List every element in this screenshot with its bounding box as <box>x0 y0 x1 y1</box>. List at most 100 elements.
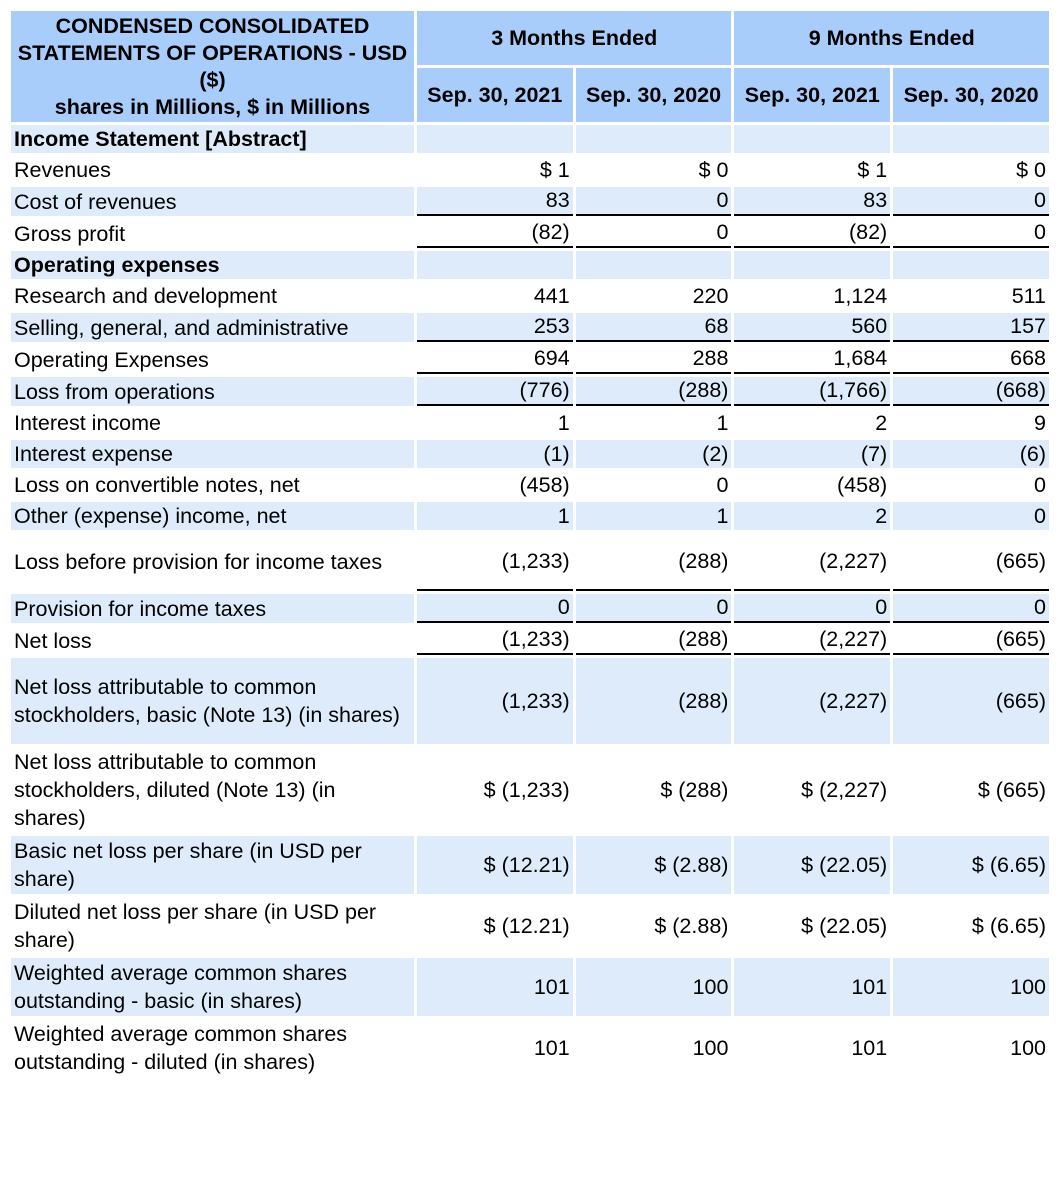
cell-value: 2 <box>734 502 891 530</box>
cell-value: 668 <box>893 345 1049 374</box>
statement-table: CONDENSED CONSOLIDATED STATEMENTS OF OPE… <box>8 8 1052 1080</box>
table-row: Net loss attributable to common stockhol… <box>11 747 1049 833</box>
table-row: Gross profit (82) 0 (82) 0 <box>11 219 1049 248</box>
cell-value: 83 <box>734 187 891 216</box>
row-label: Income Statement [Abstract] <box>11 125 414 153</box>
cell-value: $ 1 <box>416 156 573 184</box>
row-label: Research and development <box>11 282 414 310</box>
cell-value <box>734 251 891 279</box>
cell-value: $ (288) <box>575 747 732 833</box>
period-header: Sep. 30, 2020 <box>893 68 1049 122</box>
cell-value: 0 <box>575 187 732 216</box>
group-header-3-months: 3 Months Ended <box>416 11 732 65</box>
row-label: Interest expense <box>11 440 414 468</box>
cell-value: 100 <box>893 958 1049 1016</box>
row-label: Operating Expenses <box>11 345 414 374</box>
cell-value: 100 <box>893 1019 1049 1077</box>
cell-value: (458) <box>416 471 573 499</box>
cell-value: 560 <box>734 313 891 342</box>
cell-value: (2,227) <box>734 533 891 591</box>
row-label: Net loss attributable to common stockhol… <box>11 658 414 744</box>
table-units: shares in Millions, $ in Millions <box>54 94 371 119</box>
cell-value: (1,233) <box>416 626 573 655</box>
cell-value <box>416 251 573 279</box>
row-label: Loss from operations <box>11 377 414 406</box>
cell-value: 0 <box>734 594 891 623</box>
row-label: Provision for income taxes <box>11 594 414 623</box>
cell-value: 220 <box>575 282 732 310</box>
table-row: Loss from operations (776) (288) (1,766)… <box>11 377 1049 406</box>
period-header: Sep. 30, 2021 <box>416 68 573 122</box>
cell-value: (2,227) <box>734 626 891 655</box>
row-label: Selling, general, and administrative <box>11 313 414 342</box>
cell-value: $ (12.21) <box>416 897 573 955</box>
cell-value: (1,766) <box>734 377 891 406</box>
table-title: CONDENSED CONSOLIDATED STATEMENTS OF OPE… <box>17 13 408 92</box>
cell-value: 9 <box>893 409 1049 437</box>
cell-value: $ (2.88) <box>575 897 732 955</box>
period-header: Sep. 30, 2020 <box>575 68 732 122</box>
cell-value: $ (2,227) <box>734 747 891 833</box>
table-row: Operating expenses <box>11 251 1049 279</box>
cell-value: 1 <box>416 409 573 437</box>
table-row: Diluted net loss per share (in USD per s… <box>11 897 1049 955</box>
cell-value: (1,233) <box>416 658 573 744</box>
cell-value: 441 <box>416 282 573 310</box>
row-label: Gross profit <box>11 219 414 248</box>
cell-value: $ 1 <box>734 156 891 184</box>
cell-value: 1,124 <box>734 282 891 310</box>
cell-value: 511 <box>893 282 1049 310</box>
row-label: Net loss attributable to common stockhol… <box>11 747 414 833</box>
cell-value: 1,684 <box>734 345 891 374</box>
cell-value: 100 <box>575 1019 732 1077</box>
cell-value: 101 <box>734 1019 891 1077</box>
cell-value: (665) <box>893 533 1049 591</box>
cell-value: 68 <box>575 313 732 342</box>
cell-value: (82) <box>734 219 891 248</box>
cell-value: (1,233) <box>416 533 573 591</box>
cell-value: (288) <box>575 377 732 406</box>
table-row: Selling, general, and administrative 253… <box>11 313 1049 342</box>
table-title-cell: CONDENSED CONSOLIDATED STATEMENTS OF OPE… <box>11 11 414 122</box>
cell-value: 0 <box>893 219 1049 248</box>
table-row: Loss on convertible notes, net (458) 0 (… <box>11 471 1049 499</box>
cell-value <box>893 125 1049 153</box>
cell-value: 2 <box>734 409 891 437</box>
table-row: Income Statement [Abstract] <box>11 125 1049 153</box>
cell-value: $ (2.88) <box>575 836 732 894</box>
row-label: Weighted average common shares outstandi… <box>11 958 414 1016</box>
group-header-9-months: 9 Months Ended <box>734 11 1049 65</box>
table-row: Operating Expenses 694 288 1,684 668 <box>11 345 1049 374</box>
cell-value: (7) <box>734 440 891 468</box>
row-label: Net loss <box>11 626 414 655</box>
cell-value: 100 <box>575 958 732 1016</box>
cell-value: (1) <box>416 440 573 468</box>
table-row: Research and development 441 220 1,124 5… <box>11 282 1049 310</box>
cell-value: 288 <box>575 345 732 374</box>
cell-value: (668) <box>893 377 1049 406</box>
row-label: Loss before provision for income taxes <box>11 533 414 591</box>
cell-value: 0 <box>575 594 732 623</box>
cell-value: 253 <box>416 313 573 342</box>
cell-value: (288) <box>575 626 732 655</box>
table-row: Weighted average common shares outstandi… <box>11 958 1049 1016</box>
table-row: Cost of revenues 83 0 83 0 <box>11 187 1049 216</box>
cell-value: $ (6.65) <box>893 897 1049 955</box>
cell-value: 0 <box>575 219 732 248</box>
cell-value: 101 <box>734 958 891 1016</box>
cell-value: 694 <box>416 345 573 374</box>
cell-value: $ 0 <box>575 156 732 184</box>
cell-value: (288) <box>575 658 732 744</box>
cell-value: (665) <box>893 626 1049 655</box>
row-label: Operating expenses <box>11 251 414 279</box>
cell-value <box>575 125 732 153</box>
cell-value <box>416 125 573 153</box>
cell-value: (2,227) <box>734 658 891 744</box>
row-label: Diluted net loss per share (in USD per s… <box>11 897 414 955</box>
table-row: Other (expense) income, net 1 1 2 0 <box>11 502 1049 530</box>
cell-value: $ (1,233) <box>416 747 573 833</box>
cell-value: $ (22.05) <box>734 897 891 955</box>
cell-value: 0 <box>893 187 1049 216</box>
row-label: Other (expense) income, net <box>11 502 414 530</box>
cell-value: (776) <box>416 377 573 406</box>
